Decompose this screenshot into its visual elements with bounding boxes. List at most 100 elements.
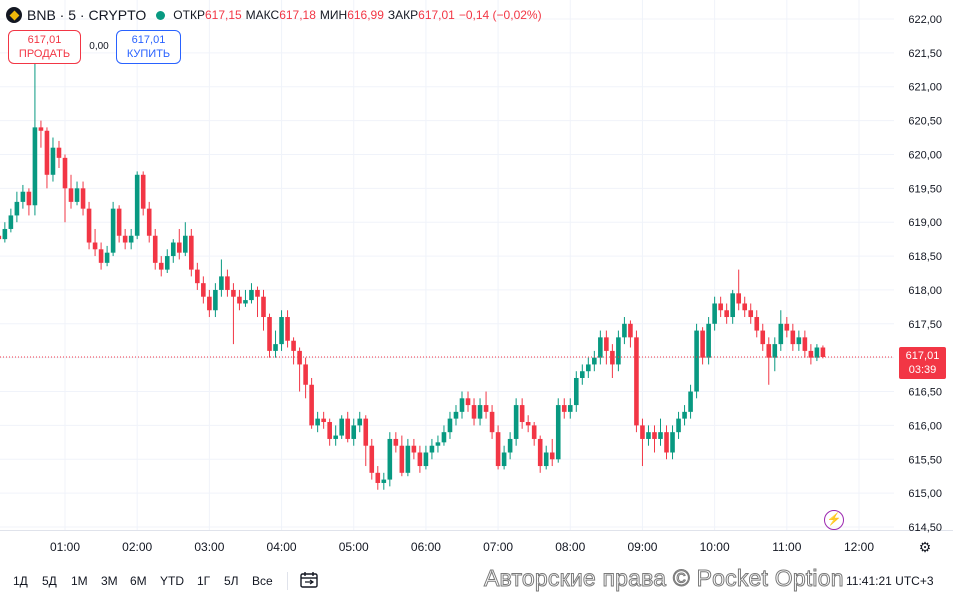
candle-body [682, 411, 687, 419]
timeframe-5d[interactable]: 5Д [42, 574, 57, 588]
open-value: 617,15 [204, 8, 242, 22]
gear-icon[interactable]: ⚙ [918, 539, 932, 555]
candle-body [387, 438, 393, 480]
toolbar-divider [287, 572, 288, 590]
candle-body [357, 418, 363, 426]
candle-body [742, 303, 748, 311]
candle-body [417, 452, 423, 467]
close-label: ЗАКР [387, 8, 419, 22]
candle-body [333, 435, 338, 439]
symbol-title[interactable]: BNB · 5 · CRYPTO [27, 7, 147, 23]
timeframe-1m[interactable]: 1М [71, 574, 88, 588]
candle-body [285, 317, 290, 341]
buy-button[interactable]: 617,01 КУПИТЬ [116, 30, 181, 64]
candle-body [128, 235, 134, 243]
candle-body [646, 432, 651, 439]
candle-body [580, 371, 585, 378]
candle-body [706, 323, 711, 358]
time-tick-label: 05:00 [339, 540, 369, 554]
calendar-range-icon[interactable] [299, 571, 319, 589]
price-axis[interactable]: 622,00 621,50 621,00 620,50 620,00 619,50 619,… [908, 14, 942, 534]
candle-body [237, 296, 242, 304]
candle-body [495, 432, 501, 467]
candle-body [736, 293, 741, 304]
candle-body [219, 276, 224, 290]
candle-body [658, 432, 663, 439]
candle-body [14, 201, 20, 216]
price-tick-label: 619,50 [908, 183, 942, 195]
price-tick-label: 615,00 [908, 488, 942, 500]
candle-body [152, 235, 158, 263]
candle-body [393, 438, 399, 446]
candle-body [327, 422, 332, 439]
time-tick-label: 01:00 [50, 540, 80, 554]
candle-body [291, 340, 296, 351]
candle-body [652, 432, 657, 439]
time-tick-label: 07:00 [483, 540, 513, 554]
candle-body [441, 432, 447, 443]
candle-body [435, 442, 441, 446]
candle-body [207, 296, 212, 311]
price-tick-label: 622,00 [908, 14, 942, 26]
timeframe-3m[interactable]: 3М [101, 574, 118, 588]
timeframe-5y[interactable]: 5Л [224, 574, 239, 588]
candle-body [543, 452, 549, 467]
candle-body [20, 191, 26, 202]
candle-body [555, 405, 561, 460]
candle-body [429, 445, 435, 453]
candlestick-chart[interactable]: 622,00 621,50 621,00 620,50 620,00 619,50 619,… [0, 0, 953, 565]
buy-price: 617,01 [131, 34, 166, 46]
candle-body [225, 276, 230, 290]
candle-body [766, 344, 772, 358]
timeframe-all[interactable]: Все [252, 574, 273, 588]
price-tick-label: 621,00 [908, 82, 942, 94]
lightning-icon[interactable]: ⚡ [824, 510, 844, 530]
candle-body [50, 147, 56, 175]
candle-body [38, 127, 44, 131]
sell-button[interactable]: 617,01 ПРОДАТЬ [8, 30, 81, 64]
candle-body [309, 384, 314, 426]
symbol-legend: BNB · 5 · CRYPTO ОТКР 617,15 МАКС 617,18 М… [6, 5, 546, 25]
timeframe-1y[interactable]: 1Г [197, 574, 211, 588]
high-label: МАКС [245, 8, 280, 22]
candle-body [772, 344, 778, 358]
candle-body [423, 452, 429, 467]
candle-body [465, 398, 471, 406]
time-tick-label: 09:00 [627, 540, 657, 554]
candle-body [567, 405, 573, 412]
candle-body [116, 208, 122, 236]
candle-body [622, 323, 627, 338]
candle-body [784, 323, 790, 331]
clock[interactable]: 11:41:21 UTC+3 [846, 574, 934, 588]
candle-body [369, 445, 375, 473]
candle-body [790, 330, 796, 345]
timeframe-ytd[interactable]: YTD [160, 574, 184, 588]
candle-body [74, 188, 80, 202]
candle-body [279, 317, 284, 345]
candle-body [345, 418, 351, 439]
candle-body [471, 405, 477, 419]
price-tick-label: 616,50 [908, 387, 942, 399]
high-value: 617,18 [279, 8, 316, 22]
candle-body [573, 377, 579, 406]
candle-body [170, 242, 176, 257]
timeframe-6m[interactable]: 6М [130, 574, 147, 588]
time-tick-label: 04:00 [267, 540, 297, 554]
candle-body [405, 445, 411, 473]
time-tick-label: 10:00 [700, 540, 730, 554]
candles [0, 39, 826, 490]
candle-body [808, 350, 814, 358]
candle-body [549, 452, 555, 460]
candle-body [303, 364, 308, 385]
candle-body [98, 249, 104, 263]
candle-body [381, 479, 387, 483]
candle-body [712, 303, 717, 324]
timeframe-1d[interactable]: 1Д [13, 574, 28, 588]
candle-body [164, 256, 170, 270]
candle-body [80, 188, 86, 209]
time-axis[interactable]: 01:00 02:00 03:00 04:00 05:00 06:00 07:00 08:00… [50, 540, 874, 554]
candle-body [598, 337, 603, 358]
candle-body [814, 347, 820, 358]
candle-body [399, 445, 405, 473]
price-tick-label: 621,50 [908, 48, 942, 60]
